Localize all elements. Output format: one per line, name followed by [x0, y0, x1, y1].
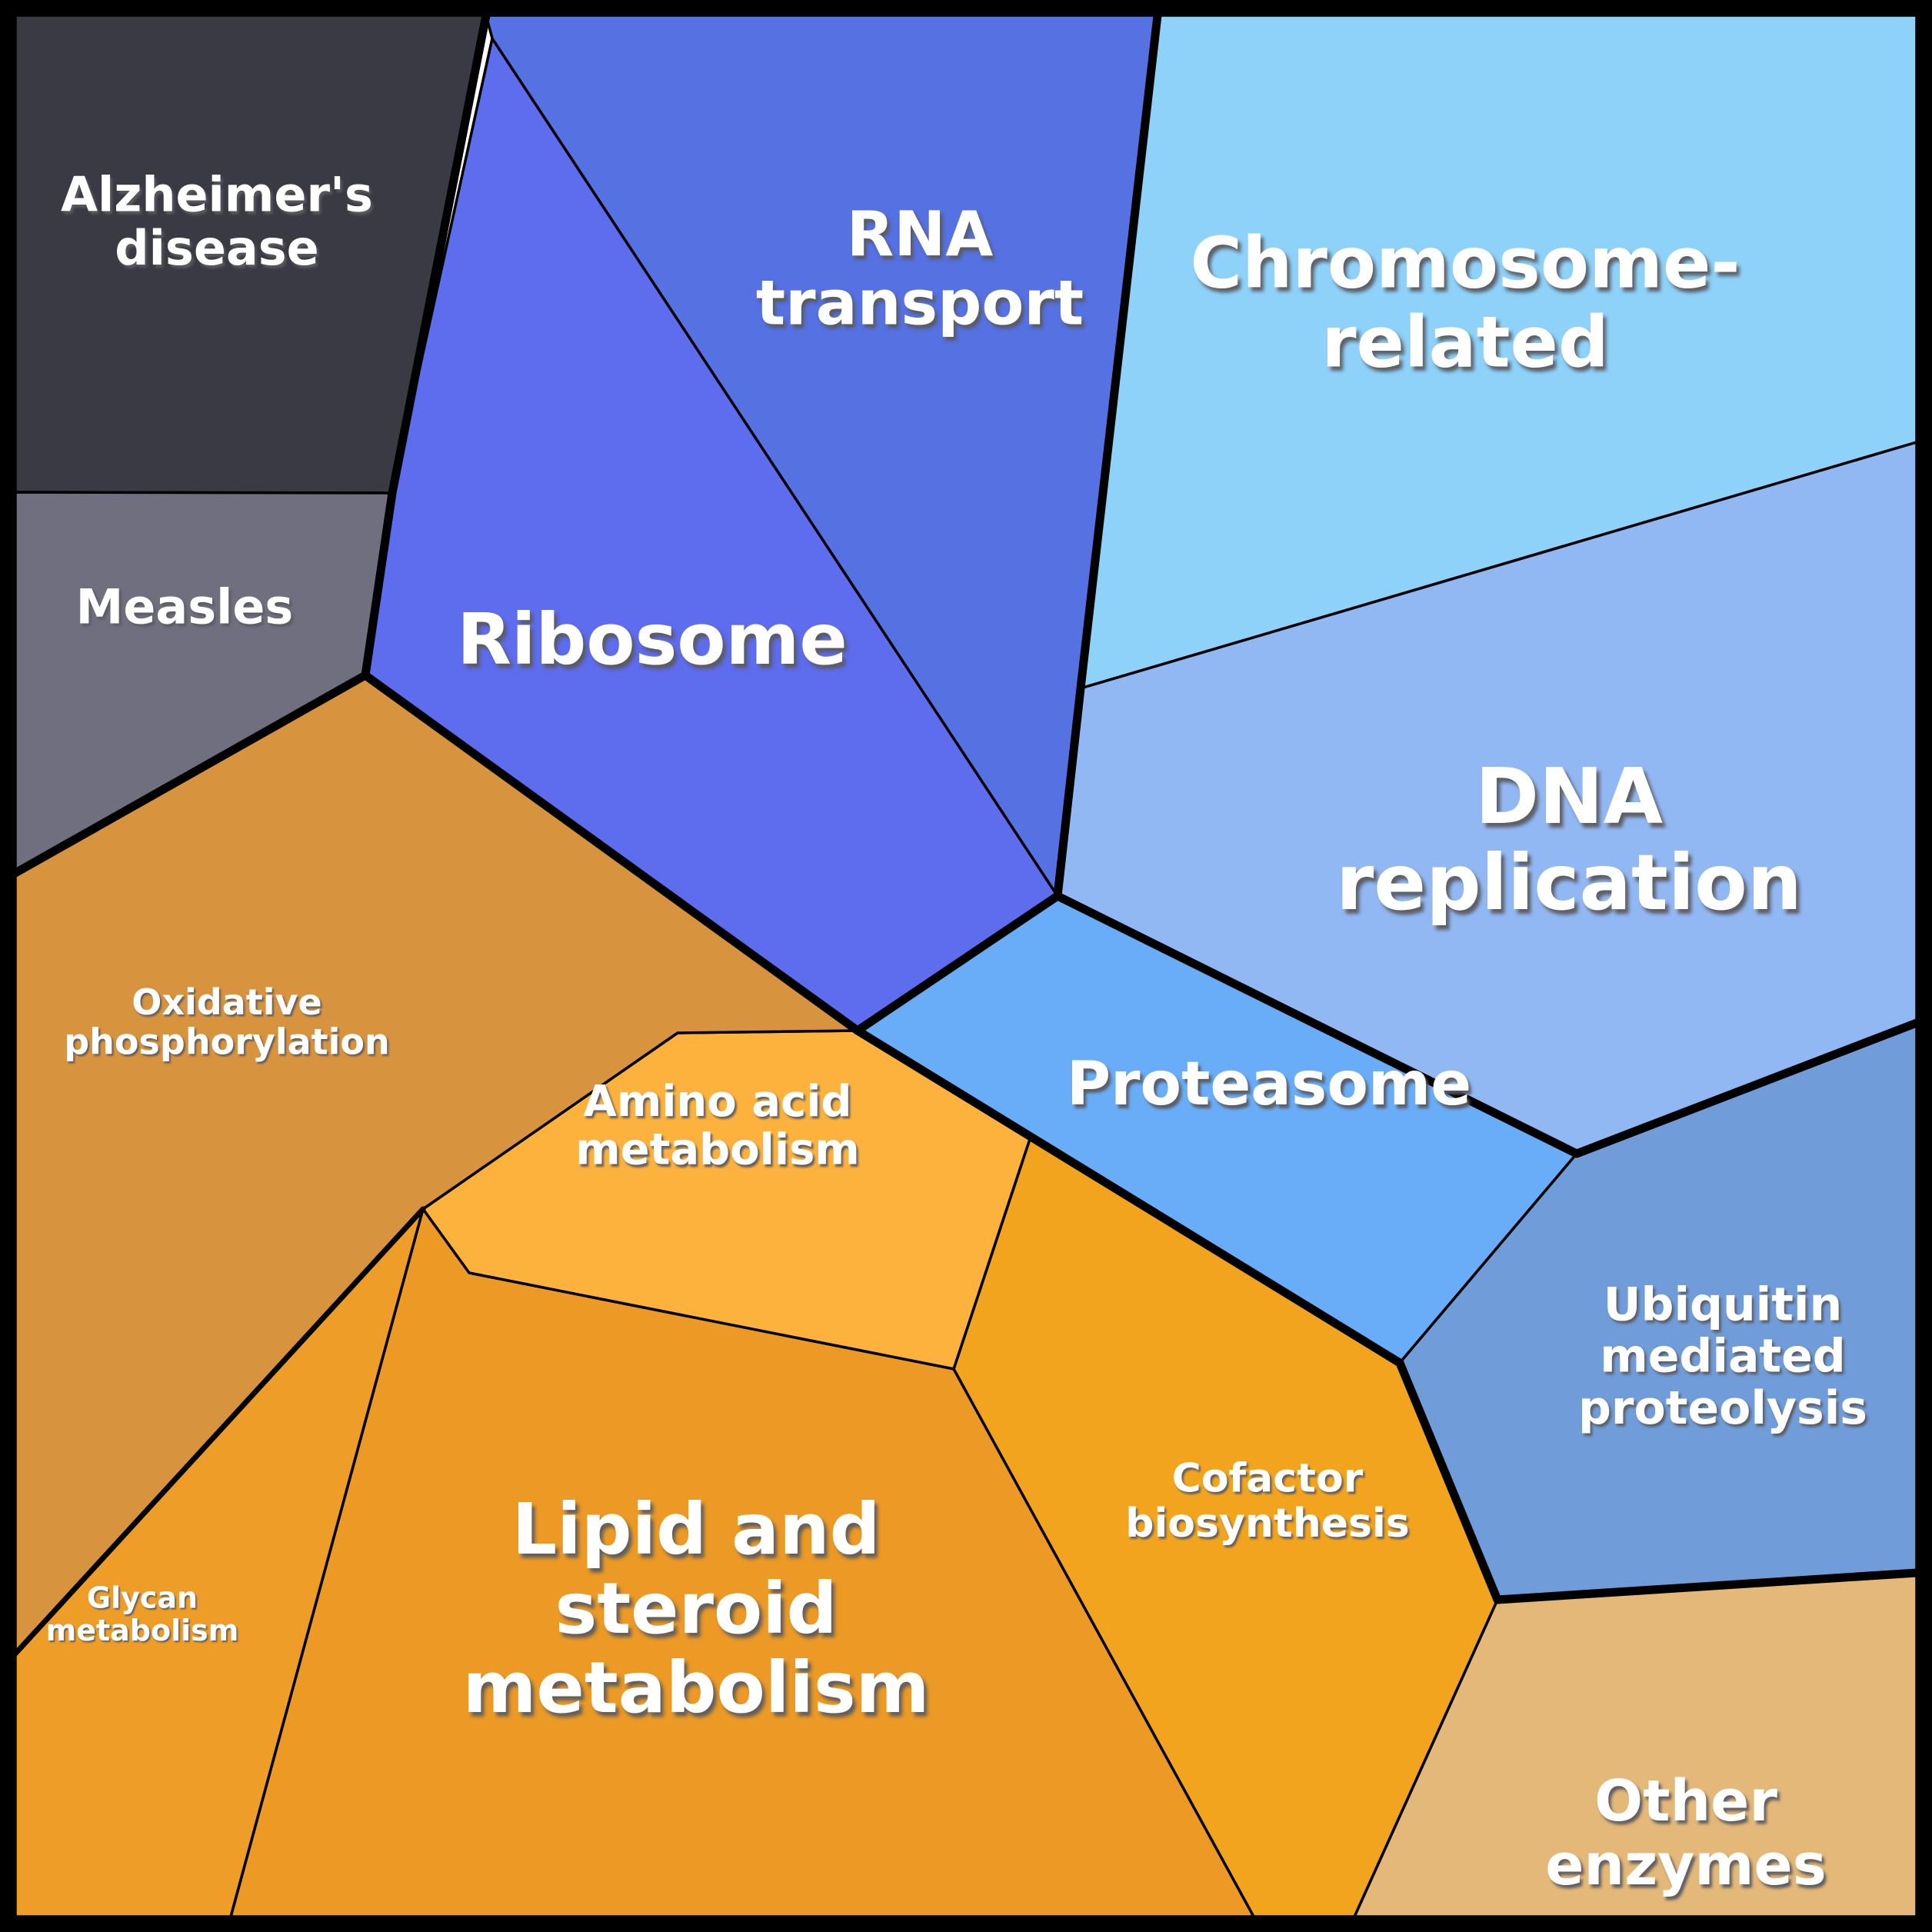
group-border-disease-group-boundary — [11, 11, 491, 878]
group-border-dna-replication-degradation-boundary — [1053, 891, 1921, 1158]
group-border-metabolism-degradation-boundary — [853, 1026, 1921, 1604]
group-border-ribosome-metabolism-boundary — [361, 671, 862, 1035]
group-border-rna-transport-lightblue-boundary — [1053, 11, 1162, 901]
group-border-ribosome-proteasome-boundary — [853, 891, 1062, 1035]
group-border-oxidative-glycan-boundary — [12, 1206, 426, 1657]
